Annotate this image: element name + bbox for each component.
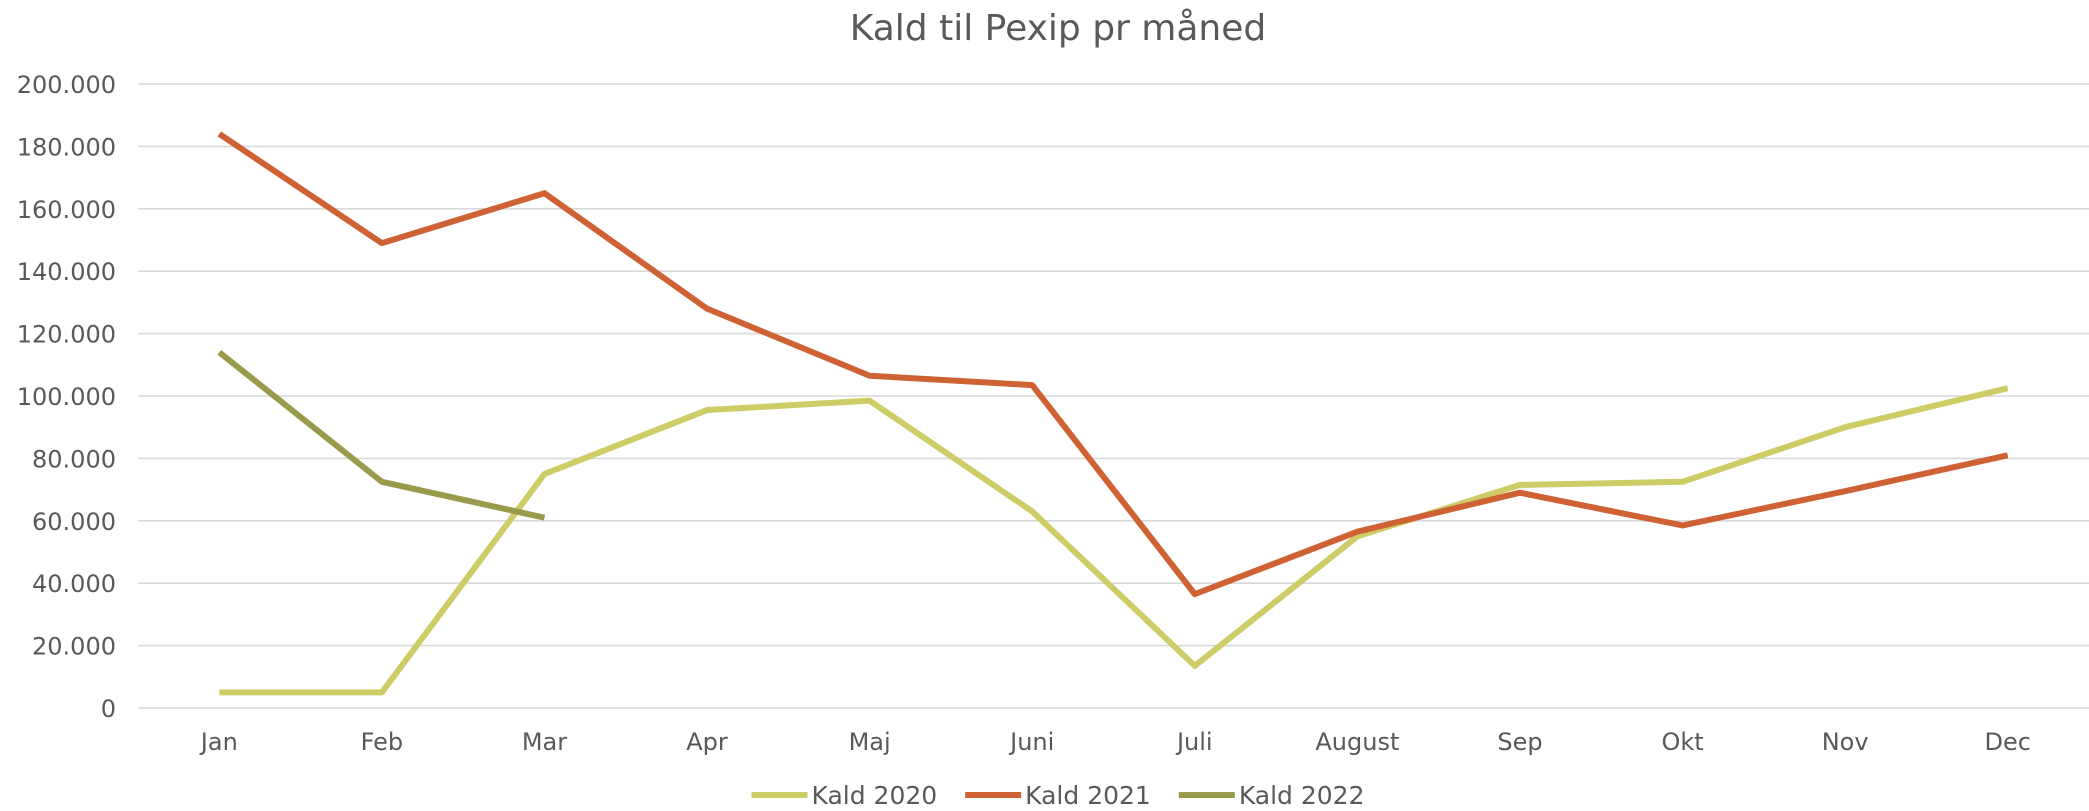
y-tick-label: 40.000 (32, 570, 116, 598)
data-point (541, 471, 547, 477)
x-tick-label: Maj (849, 728, 891, 756)
y-tick-label: 60.000 (32, 508, 116, 536)
data-point (379, 240, 385, 246)
x-tick-label: Juli (1175, 728, 1213, 756)
legend: Kald 2020 Kald 2021 Kald 2022 (751, 781, 1365, 810)
data-point (1680, 522, 1686, 528)
data-point (216, 349, 222, 355)
data-point (704, 306, 710, 312)
data-point (1354, 529, 1360, 535)
x-axis-tick-labels: Jan Feb Mar Apr Maj Juni Juli August Sep Okt Nov De… (199, 728, 2031, 756)
data-point (867, 398, 873, 404)
data-point (867, 373, 873, 379)
data-point (1029, 382, 1035, 388)
y-tick-label: 200.000 (17, 71, 116, 99)
x-tick-label: August (1315, 728, 1399, 756)
legend-item-kald-2020: Kald 2020 (751, 781, 938, 810)
y-tick-label: 20.000 (32, 633, 116, 661)
x-tick-label: Dec (1984, 728, 2030, 756)
data-point (704, 407, 710, 413)
x-tick-label: Sep (1497, 728, 1542, 756)
x-tick-label: Juni (1008, 728, 1054, 756)
y-tick-label: 160.000 (17, 196, 116, 224)
y-tick-label: 80.000 (32, 445, 116, 473)
y-tick-label: 100.000 (17, 383, 116, 411)
data-point (216, 131, 222, 137)
y-axis-tick-labels: 0 20.000 40.000 60.000 80.000 100.000 120.000 1… (17, 71, 116, 723)
data-point (379, 689, 385, 695)
chart-title: Kald til Pexip pr måned (850, 8, 1266, 49)
data-point (541, 190, 547, 196)
x-tick-label: Apr (686, 728, 728, 756)
x-tick-label: Feb (361, 728, 404, 756)
data-point (1029, 508, 1035, 514)
data-point (1192, 591, 1198, 597)
legend-label: Kald 2022 (1239, 781, 1365, 807)
data-point (1517, 490, 1523, 496)
data-point (1842, 488, 1848, 494)
data-point (379, 479, 385, 485)
legend-label: Kald 2020 (812, 781, 938, 807)
x-tick-label: Okt (1661, 728, 1703, 756)
series-line-kald-2020 (219, 385, 2009, 696)
data-point (1192, 663, 1198, 669)
data-point (2005, 452, 2011, 458)
legend-label: Kald 2021 (1025, 781, 1151, 807)
x-tick-label: Jan (199, 728, 238, 756)
y-tick-label: 0 (101, 695, 116, 723)
x-tick-label: Mar (522, 728, 567, 756)
data-point (541, 515, 547, 521)
series-line-kald-2022 (217, 349, 546, 521)
y-tick-label: 120.000 (17, 321, 116, 349)
data-point (1842, 424, 1848, 430)
gridlines (138, 83, 2089, 709)
legend-item-kald-2022: Kald 2022 (1178, 781, 1365, 810)
series-line-kald-2021 (217, 131, 2009, 598)
data-point (2005, 385, 2011, 391)
y-tick-label: 180.000 (17, 133, 116, 161)
legend-item-kald-2021: Kald 2021 (965, 781, 1151, 810)
data-point (1680, 479, 1686, 485)
data-point (216, 689, 222, 695)
y-tick-label: 140.000 (17, 258, 116, 286)
series-lines (216, 131, 2011, 696)
data-point (1517, 482, 1523, 488)
x-tick-label: Nov (1822, 728, 1869, 756)
